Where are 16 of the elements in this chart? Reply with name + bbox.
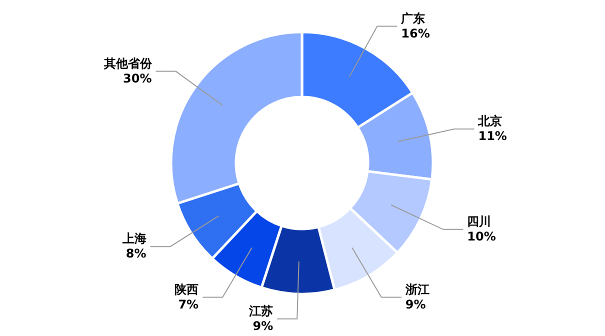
data-label: 10% [467, 229, 496, 244]
slice-label: 浙江 [404, 282, 430, 296]
slice-label: 四川 [467, 214, 492, 228]
slice-label: 北京 [477, 114, 502, 128]
data-label: 9% [405, 297, 426, 312]
data-label: 7% [178, 297, 199, 312]
slice-label: 江苏 [248, 304, 274, 318]
data-label: 30% [123, 71, 152, 86]
slice-label: 广东 [400, 11, 426, 26]
slice-label: 陕西 [174, 282, 199, 296]
data-label: 16% [401, 26, 430, 40]
slice-label: 上海 [121, 232, 146, 246]
data-label: 9% [252, 318, 274, 333]
data-label: 8% [126, 246, 146, 261]
slice-label: 其他省份 [102, 56, 153, 70]
data-label: 11% [478, 128, 507, 143]
